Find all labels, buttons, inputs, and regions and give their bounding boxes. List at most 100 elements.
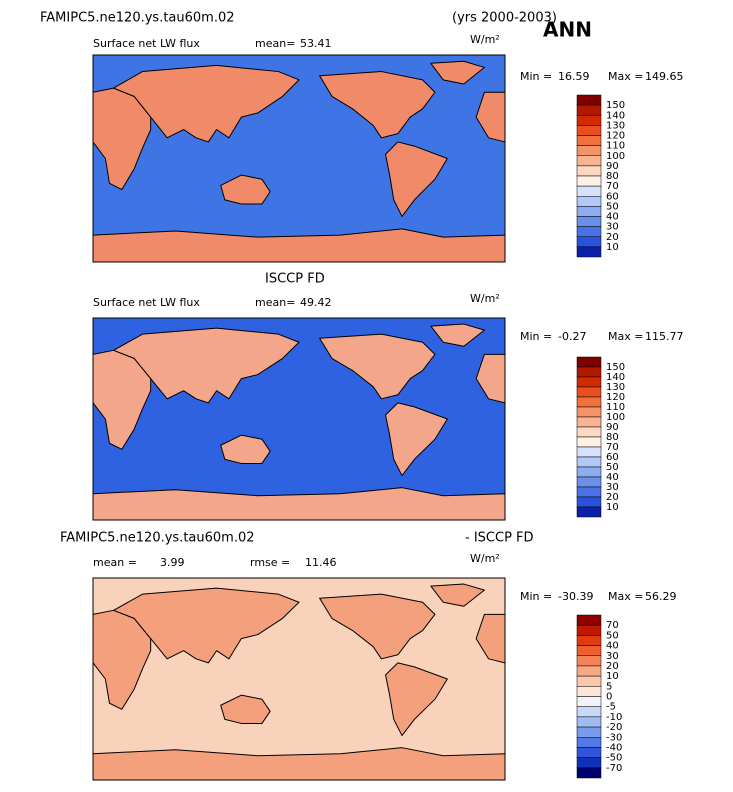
colorbar-label: -10 — [606, 712, 622, 723]
colorbar-label: 70 — [606, 620, 619, 631]
colorbar-box — [576, 655, 602, 667]
colorbar-box — [576, 706, 602, 718]
colorbar-box — [576, 216, 602, 227]
colorbar-box — [576, 665, 602, 677]
colorbar-label: 50 — [606, 201, 619, 212]
colorbar-box — [576, 426, 602, 438]
min-label: Min = — [520, 330, 552, 343]
continent — [475, 613, 506, 664]
colorbar-label: 10 — [606, 242, 619, 253]
colorbar-label: 60 — [606, 452, 619, 463]
map-frame — [92, 577, 506, 781]
colorbar-box — [576, 767, 602, 779]
mean-label: mean = — [93, 556, 137, 569]
colorbar-box — [576, 376, 602, 388]
colorbar-label: -50 — [606, 753, 622, 764]
map-frame — [92, 54, 506, 263]
colorbar-box — [576, 686, 602, 697]
colorbar-label: 140 — [606, 110, 625, 121]
map-frame — [92, 317, 506, 521]
colorbar-box — [576, 635, 602, 646]
colorbar-label: -40 — [606, 742, 622, 753]
colorbar-box — [576, 726, 602, 738]
colorbar-label: 150 — [606, 362, 625, 373]
rmse-label: rmse = — [250, 556, 290, 569]
colorbar-box — [576, 206, 602, 217]
middle-title: ISCCP FD — [265, 272, 325, 287]
colorbar-box — [576, 446, 602, 458]
max-label: Max = — [608, 590, 643, 603]
max-value: 56.29 — [645, 590, 677, 603]
colorbar-box — [576, 145, 602, 156]
mean-value: 49.42 — [300, 296, 332, 309]
colorbar-label: 40 — [606, 472, 619, 483]
mean-value: 53.41 — [300, 37, 332, 50]
colorbar-label: 30 — [606, 651, 619, 662]
colorbar-box — [576, 614, 602, 626]
continent — [475, 91, 506, 143]
colorbar-label: 10 — [606, 671, 619, 682]
colorbar-label: 80 — [606, 171, 619, 182]
continent — [113, 64, 300, 143]
units: W/m² — [470, 552, 500, 565]
min-label: Min = — [520, 590, 552, 603]
colorbar-label: 10 — [606, 502, 619, 513]
continent — [385, 662, 448, 737]
colorbar-box — [576, 125, 602, 136]
colorbar-box — [576, 456, 602, 468]
colorbar-label: 110 — [606, 141, 625, 152]
continent — [430, 323, 485, 347]
mean-value: 3.99 — [160, 556, 185, 569]
continent — [220, 694, 271, 724]
diff-title-left: FAMIPC5.ne120.ys.tau60m.02 — [60, 531, 255, 546]
colorbar-box — [576, 476, 602, 488]
max-value: 149.65 — [645, 70, 684, 83]
colorbar-label: 30 — [606, 222, 619, 233]
colorbar-label: 60 — [606, 191, 619, 202]
colorbar-box — [576, 165, 602, 177]
colorbar-box — [576, 624, 602, 636]
field-name: Surface net LW flux — [93, 296, 200, 309]
colorbar-box — [576, 386, 602, 398]
colorbar-label: 150 — [606, 100, 625, 111]
colorbar-label: 5 — [606, 681, 612, 692]
colorbar-box — [576, 236, 602, 248]
continent — [319, 593, 436, 660]
colorbar-box — [576, 696, 602, 707]
colorbar-box — [576, 675, 602, 687]
colorbar-box — [576, 366, 602, 378]
colorbar-box — [576, 155, 602, 167]
continent — [475, 353, 506, 404]
colorbar-box — [576, 496, 602, 508]
colorbar-box — [576, 737, 602, 748]
colorbar-box — [576, 757, 602, 769]
continent — [319, 333, 436, 400]
colorbar-label: 40 — [606, 212, 619, 223]
colorbar-box — [576, 175, 602, 187]
colorbar-label: 70 — [606, 442, 619, 453]
colorbar-label: 0 — [606, 692, 612, 703]
continent — [113, 327, 300, 404]
continent — [430, 583, 485, 607]
colorbar-label: -30 — [606, 732, 622, 743]
colorbar-label: 20 — [606, 492, 619, 503]
colorbar-label: 110 — [606, 402, 625, 413]
min-label: Min = — [520, 70, 552, 83]
mean-label: mean= — [255, 296, 295, 309]
colorbar-box — [576, 115, 602, 126]
continent — [113, 587, 300, 664]
diff-title-right: - ISCCP FD — [465, 531, 534, 546]
colorbar-label: 20 — [606, 232, 619, 243]
colorbar-label: 130 — [606, 120, 625, 131]
colorbar-box — [576, 104, 602, 116]
colorbar-label: 20 — [606, 661, 619, 672]
colorbar-box — [576, 645, 602, 656]
colorbar-label: 130 — [606, 382, 625, 393]
years: (yrs 2000-2003) — [452, 11, 557, 26]
colorbar-label: -20 — [606, 722, 622, 733]
max-label: Max = — [608, 330, 643, 343]
colorbar-label: 40 — [606, 641, 619, 652]
colorbar-box — [576, 506, 602, 518]
continent — [385, 141, 448, 217]
season: ANN — [543, 18, 592, 42]
